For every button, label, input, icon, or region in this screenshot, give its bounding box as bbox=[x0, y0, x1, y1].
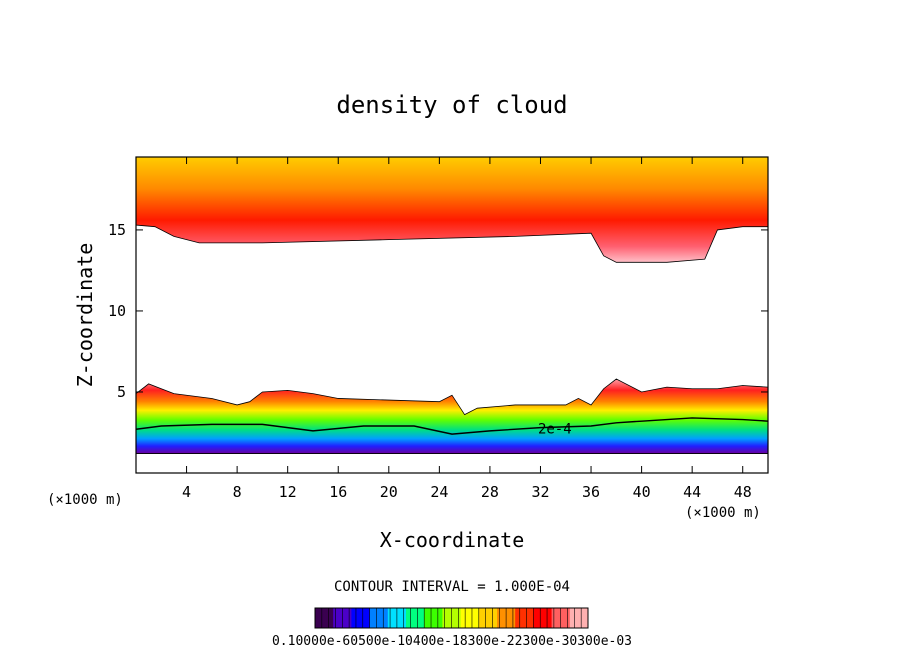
plot-frame bbox=[135, 156, 769, 474]
y-tick-label: 5 bbox=[117, 383, 126, 401]
contour-line-2e-4 bbox=[136, 417, 768, 435]
colorbar-swatch bbox=[424, 608, 443, 628]
plot-area: 2e-4 bbox=[136, 157, 768, 454]
chart-title: density of cloud bbox=[336, 91, 567, 119]
x-tick-label: 28 bbox=[481, 483, 499, 501]
colorbar-swatch bbox=[569, 608, 589, 628]
contour-interval-text: CONTOUR INTERVAL = 1.000E-04 bbox=[334, 579, 570, 595]
upper-cloud-layer bbox=[136, 157, 768, 263]
lower-cloud-layer bbox=[136, 378, 768, 454]
colorbar-swatch bbox=[460, 608, 480, 628]
y-tick-label: 10 bbox=[108, 302, 126, 320]
x-tick-label: 32 bbox=[531, 483, 549, 501]
colorbar-labels: 0.10000e-60500e-10400e-18300e-22300e-303… bbox=[272, 634, 632, 649]
x-tick-label: 24 bbox=[430, 483, 448, 501]
colorbar-swatch bbox=[369, 608, 389, 628]
colorbar-swatch bbox=[533, 608, 553, 628]
colorbar-swatch bbox=[478, 608, 498, 628]
y-tick-label: 15 bbox=[108, 221, 126, 239]
x-tick-label: 16 bbox=[329, 483, 347, 501]
x-tick-label: 4 bbox=[182, 483, 191, 501]
x-tick-label: 44 bbox=[683, 483, 701, 501]
x-axis: 4 8 12 16 20 24 28 32 36 40 44 48 bbox=[182, 157, 752, 501]
x-unit-right: (×1000 m) bbox=[685, 505, 761, 521]
x-tick-label: 40 bbox=[633, 483, 651, 501]
colorbar-swatch bbox=[315, 608, 334, 628]
x-tick-label: 48 bbox=[734, 483, 752, 501]
y-axis: 5 10 15 bbox=[108, 221, 768, 401]
colorbar bbox=[314, 607, 589, 629]
colorbar-frame bbox=[314, 607, 589, 629]
y-axis-label: Z-coordinate bbox=[73, 243, 97, 388]
x-tick-label: 20 bbox=[380, 483, 398, 501]
x-axis-label: X-coordinate bbox=[380, 528, 525, 552]
contour-label: 2e-4 bbox=[538, 421, 572, 437]
x-tick-label: 12 bbox=[279, 483, 297, 501]
colorbar-swatch bbox=[406, 608, 425, 628]
colorbar-swatch bbox=[515, 608, 534, 628]
colorbar-swatch bbox=[351, 608, 371, 628]
x-unit-left: (×1000 m) bbox=[47, 492, 123, 508]
x-tick-label: 36 bbox=[582, 483, 600, 501]
x-tick-label: 8 bbox=[233, 483, 242, 501]
